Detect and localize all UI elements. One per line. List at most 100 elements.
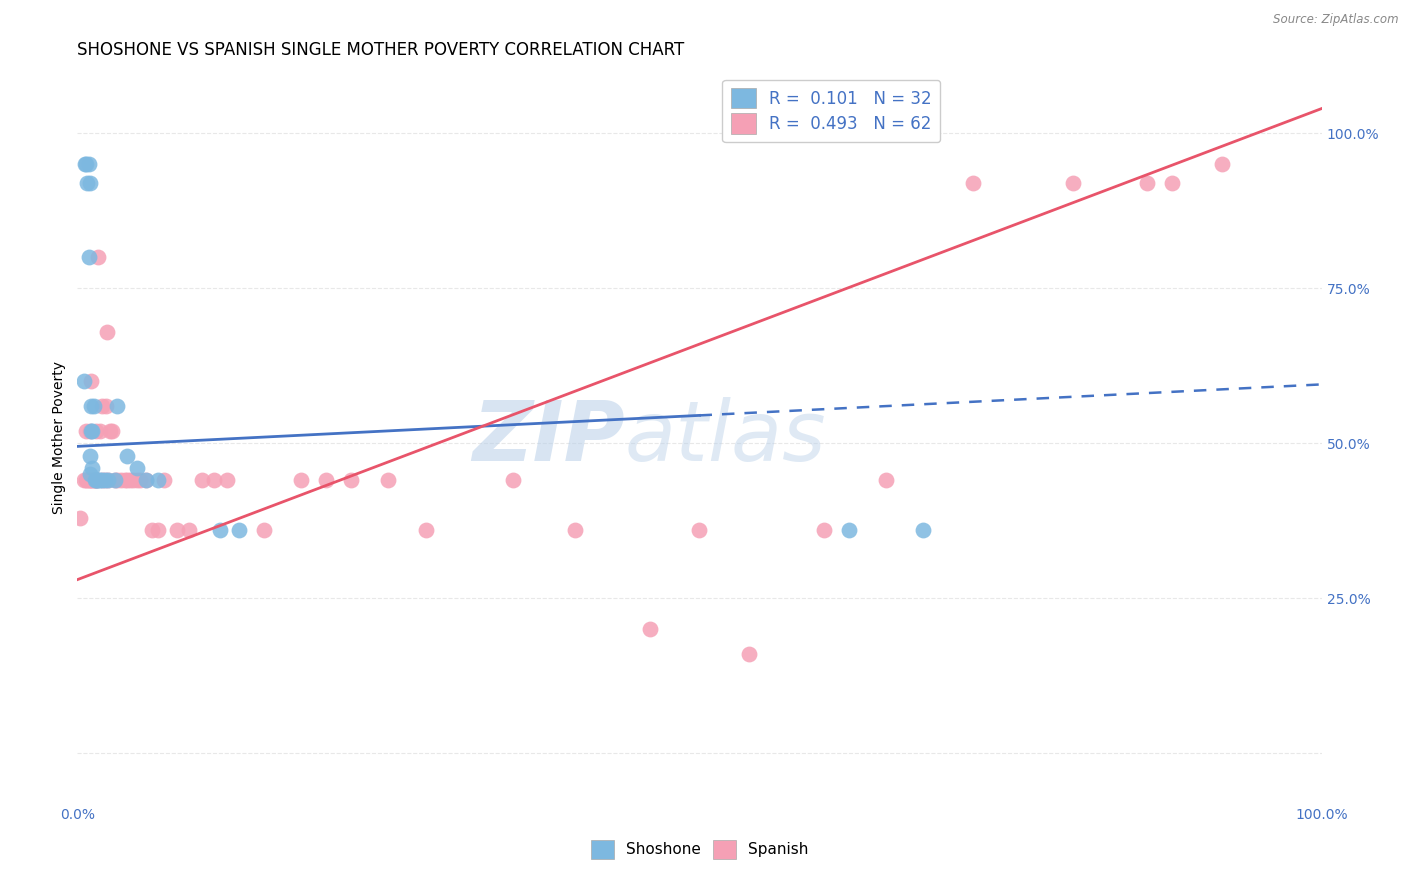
Point [79,449,101,463]
Point [689,523,711,537]
Point [72,474,94,488]
Point [80,374,103,388]
Point [86,474,108,488]
Point [79,176,101,190]
Point [87,474,110,488]
Point [77,474,100,488]
Point [813,523,835,537]
Point [80,399,103,413]
Point [77,250,100,264]
Point [83,474,105,488]
Point [875,474,897,488]
Point [91,474,114,488]
Point [115,474,138,488]
Point [128,474,150,488]
Point [135,474,157,488]
Point [87,250,110,264]
Point [1211,157,1233,171]
Point [75,474,97,488]
Point [125,461,148,475]
Point [912,523,935,537]
Point [75,424,97,438]
Point [105,474,128,488]
Point [76,474,98,488]
Point [215,474,238,488]
Text: atlas: atlas [624,397,827,477]
Point [148,474,170,488]
Point [97,474,120,488]
Point [96,325,118,339]
Point [86,474,108,488]
Point [209,523,232,537]
Point [415,523,437,537]
Text: ZIP: ZIP [472,397,624,477]
Point [202,474,225,488]
Point [1161,176,1184,190]
Point [98,424,121,438]
Point [105,399,128,413]
Point [91,474,114,488]
Point [89,424,111,438]
Point [564,523,586,537]
Point [94,399,117,413]
Point [89,474,111,488]
Y-axis label: Single Mother Poverty: Single Mother Poverty [52,360,66,514]
Point [84,474,107,488]
Point [118,474,141,488]
Point [77,157,100,171]
Point [638,622,661,636]
Text: Source: ZipAtlas.com: Source: ZipAtlas.com [1274,13,1399,27]
Point [340,474,363,488]
Point [80,424,103,438]
Point [84,474,107,488]
Point [115,449,138,463]
Point [75,157,97,171]
Point [84,424,107,438]
Point [191,474,214,488]
Point [114,474,136,488]
Point [72,374,94,388]
Point [82,474,104,488]
Point [79,467,101,482]
Point [228,523,250,537]
Point [738,647,761,661]
Point [82,424,104,438]
Point [69,510,91,524]
Point [93,474,115,488]
Legend: Shoshone, Spanish: Shoshone, Spanish [585,834,814,864]
Point [101,424,124,438]
Point [91,399,114,413]
Point [135,474,157,488]
Point [82,461,104,475]
Point [290,474,312,488]
Point [83,474,105,488]
Point [79,424,101,438]
Point [1062,176,1084,190]
Point [83,399,105,413]
Point [179,523,201,537]
Point [104,474,127,488]
Point [253,523,276,537]
Point [502,474,524,488]
Point [838,523,860,537]
Point [166,523,188,537]
Point [93,474,115,488]
Point [97,474,120,488]
Point [1136,176,1159,190]
Point [104,474,127,488]
Point [79,474,101,488]
Point [125,474,148,488]
Point [377,474,399,488]
Point [315,474,337,488]
Point [80,474,103,488]
Text: SHOSHONE VS SPANISH SINGLE MOTHER POVERTY CORRELATION CHART: SHOSHONE VS SPANISH SINGLE MOTHER POVERT… [77,41,685,59]
Point [110,474,132,488]
Point [141,523,163,537]
Point [76,176,98,190]
Point [122,474,145,488]
Point [148,523,170,537]
Point [73,157,96,171]
Point [83,474,105,488]
Point [962,176,984,190]
Point [153,474,176,488]
